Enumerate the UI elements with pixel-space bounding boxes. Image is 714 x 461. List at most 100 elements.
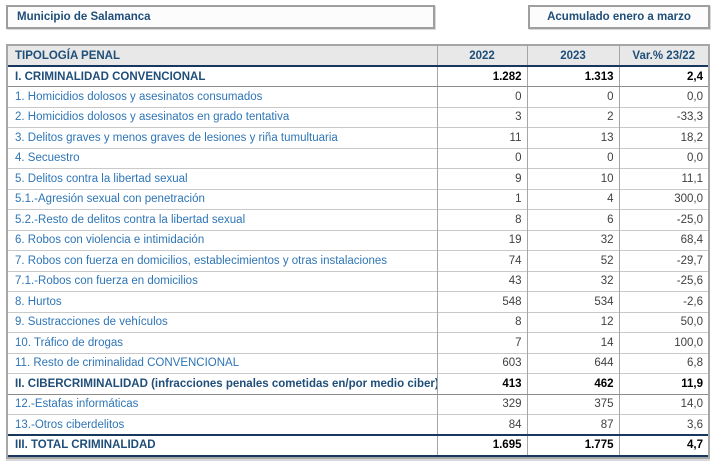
cell-2022: 8 bbox=[437, 312, 527, 333]
cell-2023: 12 bbox=[527, 312, 619, 333]
table-row: 1. Homicidios dolosos y asesinatos consu… bbox=[8, 87, 708, 108]
cell-2022: 19 bbox=[437, 230, 527, 251]
municipality-label: Municipio de Salamanca bbox=[17, 11, 151, 23]
table-row: 8. Hurtos548534-2,6 bbox=[8, 292, 708, 313]
cell-2023: 14 bbox=[527, 333, 619, 354]
column-header-2022: 2022 bbox=[437, 46, 527, 66]
cell-2022: 1.282 bbox=[437, 66, 527, 87]
cell-label: 12.-Estafas informáticas bbox=[8, 394, 437, 415]
table-row: 3. Delitos graves y menos graves de lesi… bbox=[8, 128, 708, 149]
cell-2023: 0 bbox=[527, 87, 619, 108]
cell-label: 1. Homicidios dolosos y asesinatos consu… bbox=[8, 87, 437, 108]
table-row: 10. Tráfico de drogas714100,0 bbox=[8, 333, 708, 354]
column-header-tipologia-penal: TIPOLOGÍA PENAL bbox=[8, 46, 437, 66]
table-row: 5. Delitos contra la libertad sexual9101… bbox=[8, 169, 708, 190]
cell-var: 100,0 bbox=[619, 333, 708, 354]
cell-2023: 462 bbox=[527, 374, 619, 395]
table-row: 9. Sustracciones de vehículos81250,0 bbox=[8, 312, 708, 333]
cell-label: II. CIBERCRIMINALIDAD (infracciones pena… bbox=[8, 374, 437, 395]
column-header-2023: 2023 bbox=[527, 46, 619, 66]
cell-2023: 32 bbox=[527, 271, 619, 292]
cell-var: -2,6 bbox=[619, 292, 708, 313]
report-page: Municipio de Salamanca Acumulado enero a… bbox=[0, 0, 714, 461]
cell-var: 4,7 bbox=[619, 435, 708, 456]
cell-label: 11. Resto de criminalidad CONVENCIONAL bbox=[8, 353, 437, 374]
cell-var: -29,7 bbox=[619, 251, 708, 272]
cell-var: 11,9 bbox=[619, 374, 708, 395]
cell-2022: 9 bbox=[437, 169, 527, 190]
cell-2023: 2 bbox=[527, 107, 619, 128]
table-row: I. CRIMINALIDAD CONVENCIONAL1.2821.3132,… bbox=[8, 66, 708, 87]
column-header-var: Var.% 23/22 bbox=[619, 46, 708, 66]
cell-var: 14,0 bbox=[619, 394, 708, 415]
cell-2022: 548 bbox=[437, 292, 527, 313]
municipality-box: Municipio de Salamanca bbox=[6, 5, 435, 29]
crime-stats-table: TIPOLOGÍA PENAL 2022 2023 Var.% 23/22 I.… bbox=[8, 46, 708, 457]
cell-2022: 1 bbox=[437, 189, 527, 210]
table-row: 11. Resto de criminalidad CONVENCIONAL60… bbox=[8, 353, 708, 374]
cell-label: 9. Sustracciones de vehículos bbox=[8, 312, 437, 333]
cell-2022: 0 bbox=[437, 87, 527, 108]
period-box: Acumulado enero a marzo bbox=[528, 5, 710, 29]
cell-var: 68,4 bbox=[619, 230, 708, 251]
table-row: 7.1.-Robos con fuerza en domicilios4332-… bbox=[8, 271, 708, 292]
cell-label: 6. Robos con violencia e intimidación bbox=[8, 230, 437, 251]
table-row: 2. Homicidios dolosos y asesinatos en gr… bbox=[8, 107, 708, 128]
cell-2023: 4 bbox=[527, 189, 619, 210]
cell-var: 2,4 bbox=[619, 66, 708, 87]
cell-2022: 413 bbox=[437, 374, 527, 395]
cell-2023: 6 bbox=[527, 210, 619, 231]
cell-label: 3. Delitos graves y menos graves de lesi… bbox=[8, 128, 437, 149]
cell-var: 3,6 bbox=[619, 415, 708, 436]
cell-2023: 1.313 bbox=[527, 66, 619, 87]
cell-var: 18,2 bbox=[619, 128, 708, 149]
cell-label: 4. Secuestro bbox=[8, 148, 437, 169]
cell-label: 13.-Otros ciberdelitos bbox=[8, 415, 437, 436]
table-row: 5.2.-Resto de delitos contra la libertad… bbox=[8, 210, 708, 231]
cell-label: 5.1.-Agresión sexual con penetración bbox=[8, 189, 437, 210]
cell-2023: 13 bbox=[527, 128, 619, 149]
cell-var: 6,8 bbox=[619, 353, 708, 374]
cell-2022: 8 bbox=[437, 210, 527, 231]
cell-var: 50,0 bbox=[619, 312, 708, 333]
cell-2023: 52 bbox=[527, 251, 619, 272]
cell-label: 7.1.-Robos con fuerza en domicilios bbox=[8, 271, 437, 292]
cell-2023: 32 bbox=[527, 230, 619, 251]
cell-label: 2. Homicidios dolosos y asesinatos en gr… bbox=[8, 107, 437, 128]
crime-table-frame: TIPOLOGÍA PENAL 2022 2023 Var.% 23/22 I.… bbox=[6, 44, 710, 459]
cell-label: I. CRIMINALIDAD CONVENCIONAL bbox=[8, 66, 437, 87]
cell-label: 7. Robos con fuerza en domicilios, estab… bbox=[8, 251, 437, 272]
table-body: I. CRIMINALIDAD CONVENCIONAL1.2821.3132,… bbox=[8, 66, 708, 456]
cell-2023: 534 bbox=[527, 292, 619, 313]
cell-2022: 74 bbox=[437, 251, 527, 272]
table-row: 4. Secuestro000,0 bbox=[8, 148, 708, 169]
cell-var: 11,1 bbox=[619, 169, 708, 190]
cell-label: 5. Delitos contra la libertad sexual bbox=[8, 169, 437, 190]
cell-2022: 0 bbox=[437, 148, 527, 169]
cell-label: III. TOTAL CRIMINALIDAD bbox=[8, 435, 437, 456]
cell-2022: 329 bbox=[437, 394, 527, 415]
cell-var: 0,0 bbox=[619, 87, 708, 108]
cell-2023: 10 bbox=[527, 169, 619, 190]
cell-2022: 1.695 bbox=[437, 435, 527, 456]
cell-2022: 7 bbox=[437, 333, 527, 354]
table-header-row: TIPOLOGÍA PENAL 2022 2023 Var.% 23/22 bbox=[8, 46, 708, 66]
cell-var: 0,0 bbox=[619, 148, 708, 169]
table-row: 7. Robos con fuerza en domicilios, estab… bbox=[8, 251, 708, 272]
table-row: III. TOTAL CRIMINALIDAD1.6951.7754,7 bbox=[8, 435, 708, 456]
table-row: 13.-Otros ciberdelitos84873,6 bbox=[8, 415, 708, 436]
cell-2022: 3 bbox=[437, 107, 527, 128]
cell-2023: 644 bbox=[527, 353, 619, 374]
cell-2022: 11 bbox=[437, 128, 527, 149]
cell-label: 8. Hurtos bbox=[8, 292, 437, 313]
table-row: 5.1.-Agresión sexual con penetración1430… bbox=[8, 189, 708, 210]
cell-label: 10. Tráfico de drogas bbox=[8, 333, 437, 354]
table-row: II. CIBERCRIMINALIDAD (infracciones pena… bbox=[8, 374, 708, 395]
cell-var: -25,6 bbox=[619, 271, 708, 292]
cell-2023: 0 bbox=[527, 148, 619, 169]
table-row: 12.-Estafas informáticas32937514,0 bbox=[8, 394, 708, 415]
period-label: Acumulado enero a marzo bbox=[547, 11, 691, 23]
cell-2023: 1.775 bbox=[527, 435, 619, 456]
cell-2023: 87 bbox=[527, 415, 619, 436]
cell-2022: 84 bbox=[437, 415, 527, 436]
